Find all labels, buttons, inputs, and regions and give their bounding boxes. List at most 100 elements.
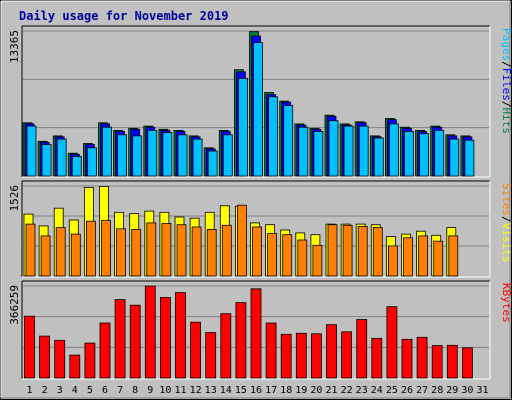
bar-pages-day-6 (102, 126, 112, 177)
x-tick-label: 12 (190, 385, 202, 396)
x-tick-label: 19 (295, 385, 307, 396)
legend-item: Pages (500, 28, 512, 61)
bar-kbytes-day-14 (220, 313, 232, 379)
bar-kbytes-day-29 (446, 344, 458, 379)
x-tick-label: 31 (476, 385, 488, 396)
bar-kbytes-day-8 (129, 304, 141, 379)
bar-sites-day-21 (327, 224, 338, 277)
legend-item: Files (500, 68, 512, 101)
y-max-label: 366259 (8, 285, 21, 325)
bar-sites-day-18 (282, 234, 293, 277)
panel-hits-files-pages: 13365 Pages/Files/Hits (8, 25, 512, 178)
bar-pages-day-24 (373, 137, 384, 177)
bar-kbytes-day-16 (250, 288, 262, 379)
legend-item: Sites (500, 183, 512, 216)
bar-sites-day-14 (221, 224, 232, 277)
bar-pages-day-11 (177, 134, 188, 177)
bar-pages-day-28 (434, 129, 445, 177)
bar-pages-day-19 (298, 126, 309, 177)
bar-pages-day-5 (87, 147, 97, 177)
bar-sites-day-19 (297, 239, 308, 277)
bar-kbytes-day-15 (235, 302, 247, 379)
bar-sites-day-26 (403, 237, 413, 277)
bar-kbytes-day-21 (326, 324, 337, 379)
bar-sites-day-25 (387, 245, 398, 277)
bar-kbytes-day-30 (461, 347, 473, 379)
bar-pages-day-13 (207, 150, 218, 177)
bar-pages-day-30 (464, 139, 475, 177)
x-tick-label: 28 (431, 385, 443, 396)
x-tick-label: 9 (147, 385, 153, 396)
bar-sites-day-15 (236, 204, 247, 277)
bar-sites-day-9 (146, 222, 157, 277)
x-tick-label: 30 (461, 385, 473, 396)
bar-sites-day-17 (267, 233, 278, 277)
bar-kbytes-day-7 (114, 299, 126, 379)
chart-title: Daily usage for November 2019 (19, 9, 229, 23)
bar-kbytes-day-24 (371, 337, 383, 379)
bar-pages-day-17 (268, 96, 279, 177)
bar-kbytes-day-3 (54, 339, 66, 379)
bar-pages-day-25 (388, 123, 399, 177)
bar-pages-day-8 (132, 135, 143, 177)
bar-kbytes-day-28 (431, 345, 443, 379)
x-tick-label: 17 (265, 385, 277, 396)
bar-kbytes-day-6 (99, 322, 111, 379)
bar-kbytes-day-25 (386, 306, 398, 379)
bar-pages-day-4 (71, 156, 82, 177)
bar-pages-day-9 (147, 129, 158, 177)
bar-kbytes-day-10 (159, 296, 171, 379)
x-tick-label: 7 (117, 385, 123, 396)
y-max-label: 1526 (8, 185, 21, 212)
x-tick-label: 25 (386, 385, 398, 396)
bar-kbytes-day-17 (265, 322, 277, 379)
legend-item: / (500, 101, 512, 108)
bar-pages-day-1 (26, 125, 37, 177)
bar-sites-day-13 (206, 228, 217, 277)
bar-kbytes-day-18 (280, 333, 292, 379)
bar-kbytes-day-19 (295, 332, 307, 379)
bar-pages-day-29 (449, 138, 460, 177)
x-tick-label: 10 (159, 385, 171, 396)
bar-sites-day-2 (40, 235, 51, 277)
bar-pages-day-27 (419, 133, 430, 177)
bar-kbytes-day-12 (190, 321, 202, 379)
bar-sites-day-4 (70, 233, 81, 277)
bar-pages-day-23 (358, 125, 369, 177)
bar-kbytes-day-27 (416, 336, 428, 379)
series-legend: KBytes (500, 283, 512, 323)
x-tick-label: 13 (205, 385, 217, 396)
legend-item: KBytes (500, 283, 512, 323)
legend-item: Hits (500, 108, 512, 135)
bar-sites-day-8 (131, 228, 142, 277)
bar-sites-day-28 (433, 240, 444, 277)
bar-pages-day-2 (41, 144, 52, 177)
bar-sites-day-20 (312, 244, 323, 277)
bar-kbytes-day-20 (310, 333, 322, 379)
x-tick-label: 4 (72, 385, 78, 396)
bar-sites-day-16 (252, 226, 262, 277)
bar-kbytes-day-22 (341, 331, 353, 379)
bar-kbytes-day-5 (84, 342, 96, 379)
legend-item: / (500, 216, 512, 223)
bar-sites-day-3 (55, 227, 66, 277)
legend-item: / (500, 61, 512, 68)
x-tick-label: 21 (325, 385, 337, 396)
x-tick-label: 16 (250, 385, 262, 396)
x-tick-label: 29 (446, 385, 458, 396)
x-tick-label: 20 (310, 385, 322, 396)
bar-pages-day-7 (117, 134, 127, 177)
bar-pages-day-14 (222, 134, 233, 177)
bar-kbytes-day-13 (205, 332, 217, 379)
bar-pages-day-18 (283, 105, 294, 177)
x-tick-label: 3 (57, 385, 63, 396)
x-tick-label: 26 (401, 385, 413, 396)
x-tick-label: 5 (87, 385, 93, 396)
y-max-label: 13365 (8, 30, 21, 63)
bar-sites-day-27 (418, 235, 429, 277)
bar-pages-day-10 (162, 132, 173, 177)
bar-sites-day-12 (191, 226, 202, 277)
x-tick-label: 14 (220, 385, 232, 396)
panel-kbytes: 366259 KBytes (8, 280, 512, 380)
